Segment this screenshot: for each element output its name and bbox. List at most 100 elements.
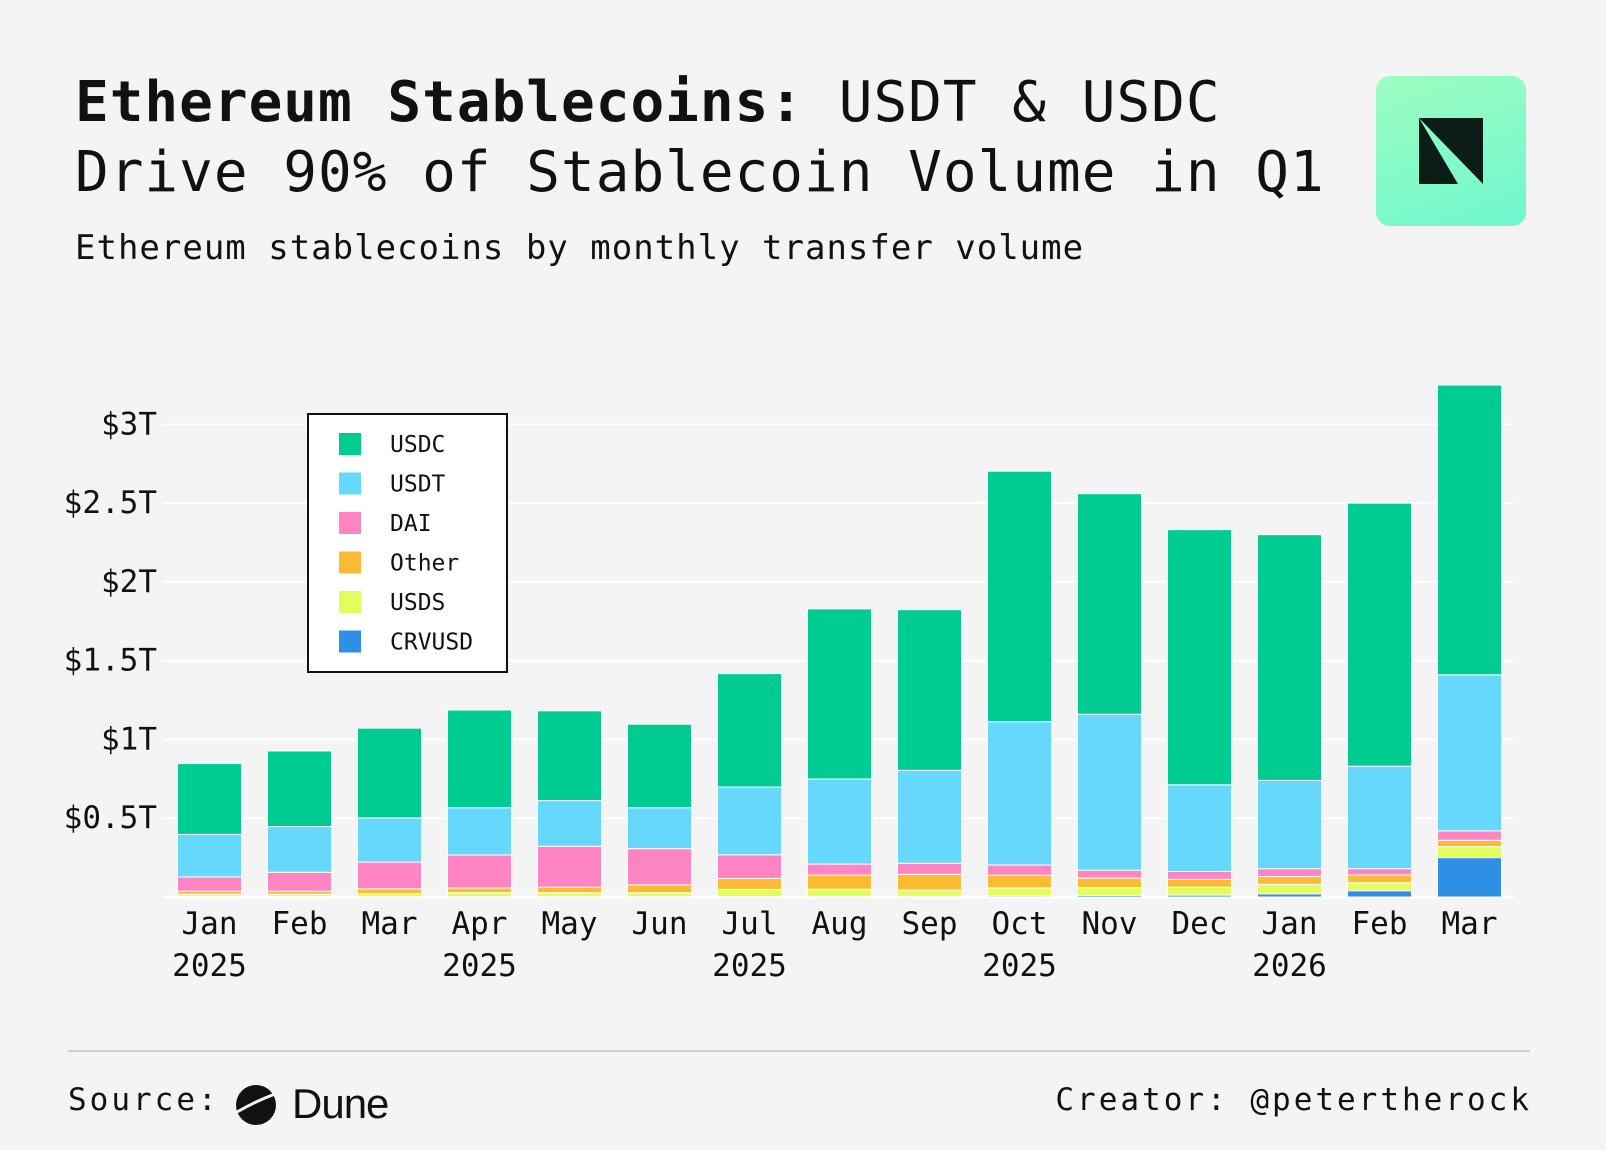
bar-segment-usds (1077, 887, 1142, 896)
bar-segment-other (357, 888, 422, 895)
y-tick-label: $2T (101, 564, 157, 600)
bar-segment-usdt (807, 778, 872, 865)
x-tick-year-label: 2025 (982, 948, 1057, 984)
x-tick-label: Mar (362, 906, 418, 942)
bar-segment-other (537, 886, 602, 894)
bar-segment-usdc (357, 727, 422, 819)
legend-label-usds: USDS (390, 590, 445, 616)
x-axis: Jan 2025 Feb Mar Apr 2025 May Jun Jul 2025 Aug Sep O… (172, 906, 1497, 984)
y-tick-label: $1.5T (64, 643, 157, 679)
bar-segment-usds (1167, 886, 1232, 896)
bar-segment-usdc (1347, 502, 1412, 767)
legend-swatch-crvusd (339, 630, 361, 653)
legend-label-usdc: USDC (390, 432, 445, 458)
bar-segment-usdc (1167, 529, 1232, 786)
bar-segment-other (807, 874, 872, 890)
bar-segment-dai (1257, 868, 1322, 878)
bar-segment-usds (627, 892, 692, 898)
legend-label-dai: DAI (390, 511, 432, 537)
x-tick-label: Aug (812, 906, 868, 942)
bar-segment-other (897, 873, 962, 891)
bar-segment-usds (807, 888, 872, 897)
bar-segment-usdc (447, 709, 512, 809)
bar-segment-dai (897, 862, 962, 875)
stacked-bar-chart: $0.5T $1T $1.5T $2T $2.5T $3T Jan 2025 Feb Mar Ap… (64, 384, 1514, 984)
legend-label-usdt: USDT (390, 472, 446, 498)
bar-segment-crvusd (1347, 890, 1412, 898)
bar-segment-usdt (987, 721, 1052, 866)
bar-segment-dai (1167, 870, 1232, 880)
bar-segment-usdc (1077, 493, 1142, 715)
bar-segment-dai (627, 848, 692, 886)
bar-segment-dai (1077, 869, 1142, 879)
legend-swatch-usdc (339, 433, 361, 455)
creator-credit: Creator: @petertherock (1055, 1082, 1532, 1118)
y-tick-label: $0.5T (64, 800, 157, 836)
brand-logo-icon (1376, 76, 1526, 226)
bar-segment-dai (987, 864, 1052, 876)
bar-segment-dai (1437, 830, 1502, 841)
legend-label-other: Other (390, 551, 459, 577)
x-tick-label: May (542, 906, 598, 942)
bar-segment-dai (1347, 868, 1412, 876)
bar-segment-usdt (1257, 779, 1322, 870)
bar-segment-usds (447, 892, 512, 898)
legend-swatch-usds (339, 591, 361, 613)
bar-segment-other (1257, 876, 1322, 885)
x-tick-year-label: 2025 (442, 948, 517, 984)
source-label: Source: (68, 1082, 220, 1118)
bar-segment-usdc (537, 710, 602, 802)
bar-segment-dai (267, 871, 332, 892)
bar-segment-usdt (897, 769, 962, 864)
bar-segment-usds (897, 889, 962, 897)
legend: USDC USDT DAI Other USDS CRVUSD (307, 413, 508, 673)
bar-segment-usdc (177, 763, 242, 835)
bar-segment-usdt (537, 800, 602, 847)
bar-segment-usdc (987, 470, 1052, 723)
bar-segment-crvusd (1437, 857, 1502, 898)
bar-segment-usdt (717, 786, 782, 856)
bar-segment-usds (987, 887, 1052, 897)
x-tick-label: Sep (902, 906, 958, 942)
legend-swatch-other (339, 551, 361, 574)
x-tick-label: Jan (182, 906, 238, 942)
bar-segment-usds (717, 888, 782, 898)
bar-segment-usdc (1257, 534, 1322, 781)
chart-title: Ethereum Stablecoins: USDT & USDC Drive … (75, 68, 1335, 208)
x-tick-label: Oct (992, 906, 1048, 942)
bar-segment-dai (177, 876, 242, 892)
x-tick-label: Mar (1442, 906, 1498, 942)
y-tick-label: $2.5T (64, 485, 157, 521)
bar-segment-other (987, 874, 1052, 889)
y-tick-label: $1T (101, 721, 157, 757)
bar-segment-dai (537, 845, 602, 888)
legend-swatch-usdt (339, 472, 361, 495)
bar-segment-usds (537, 892, 602, 898)
x-tick-label: Jan (1262, 906, 1318, 942)
bar-segment-usdc (807, 608, 872, 780)
x-tick-label: Feb (1352, 906, 1408, 942)
bar-segment-usds (1257, 883, 1322, 895)
bar-segment-usdc (1437, 384, 1502, 676)
bar-segment-other (1347, 874, 1412, 884)
bar-segment-usdt (177, 833, 242, 878)
bar-segment-usdt (357, 817, 422, 863)
bar-segment-usds (1347, 882, 1412, 892)
legend-swatch-dai (339, 512, 361, 534)
bar-segment-usdt (267, 826, 332, 873)
x-tick-year-label: 2025 (172, 948, 247, 984)
x-tick-year-label: 2025 (712, 948, 787, 984)
y-axis: $0.5T $1T $1.5T $2T $2.5T $3T (64, 406, 157, 836)
bar-segment-usdt (1077, 713, 1142, 871)
title-bold: Ethereum Stablecoins: (75, 70, 805, 135)
bar-segment-dai (357, 861, 422, 890)
bar-segment-dai (447, 854, 512, 889)
bar-segment-usdt (627, 807, 692, 850)
dune-logo-icon (236, 1085, 276, 1125)
source-name: Dune (292, 1080, 389, 1127)
x-tick-label: Apr (452, 906, 508, 942)
bar-segment-other (717, 877, 782, 890)
bar-segment-usdt (447, 807, 512, 856)
bar-segment-usdc (897, 609, 962, 771)
bar-segment-other (1167, 878, 1232, 888)
